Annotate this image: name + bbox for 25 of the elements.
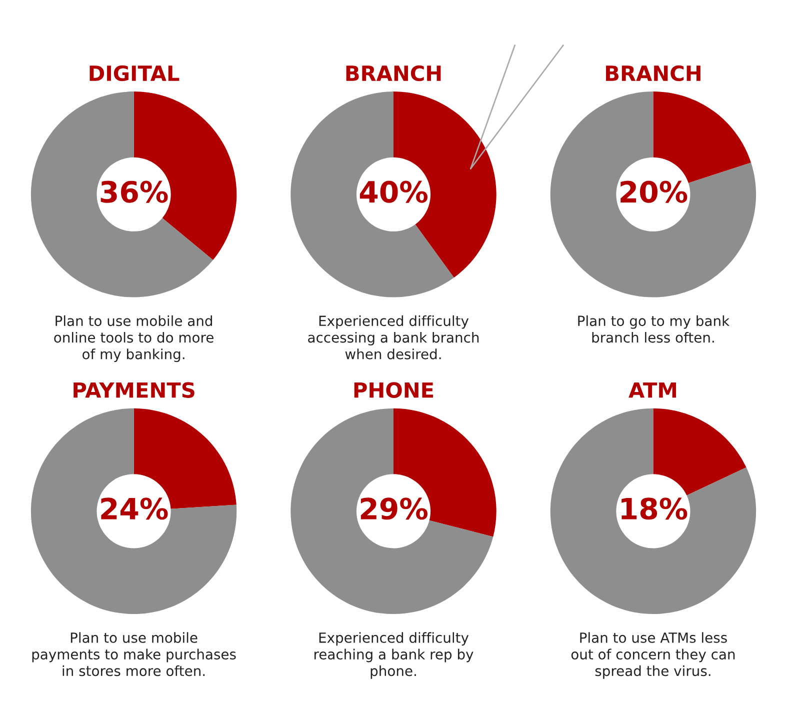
donut-slice [550,408,756,614]
text: Plan to go to my bank branch less often. [578,315,730,343]
text: Plan to use mobile payments to make purchases in stores more often. [32,632,236,676]
text: Experienced difficulty accessing a bank branch when desired. [308,315,479,360]
chart-title: PHONE [354,382,434,398]
data-label: 24% [101,498,168,520]
donut-slice [290,92,454,298]
chart-title: BRANCH [606,65,700,82]
data-label: 18% [622,498,688,520]
donut-slice [653,408,746,496]
data-label: 29% [360,498,428,520]
donut-slice [30,408,237,614]
data-label: 40% [360,180,428,203]
chart-title: DIGITAL [90,65,180,82]
text: Plan to use mobile and online tools to do more of my banking. [54,315,214,362]
data-label: 20% [620,180,688,203]
text: Plan to use ATMs less out of concern they can spread the virus. [571,632,735,679]
data-label: 36% [100,180,168,203]
donut-slice [290,408,494,614]
chart-title: BRANCH [346,65,441,82]
text: Experienced difficulty reaching a bank rep by phone. [314,632,474,679]
chart-title: ATM [628,382,676,398]
chart-title: PAYMENTS [74,382,194,398]
donut-slice [30,92,214,298]
donut-slice [550,92,756,298]
